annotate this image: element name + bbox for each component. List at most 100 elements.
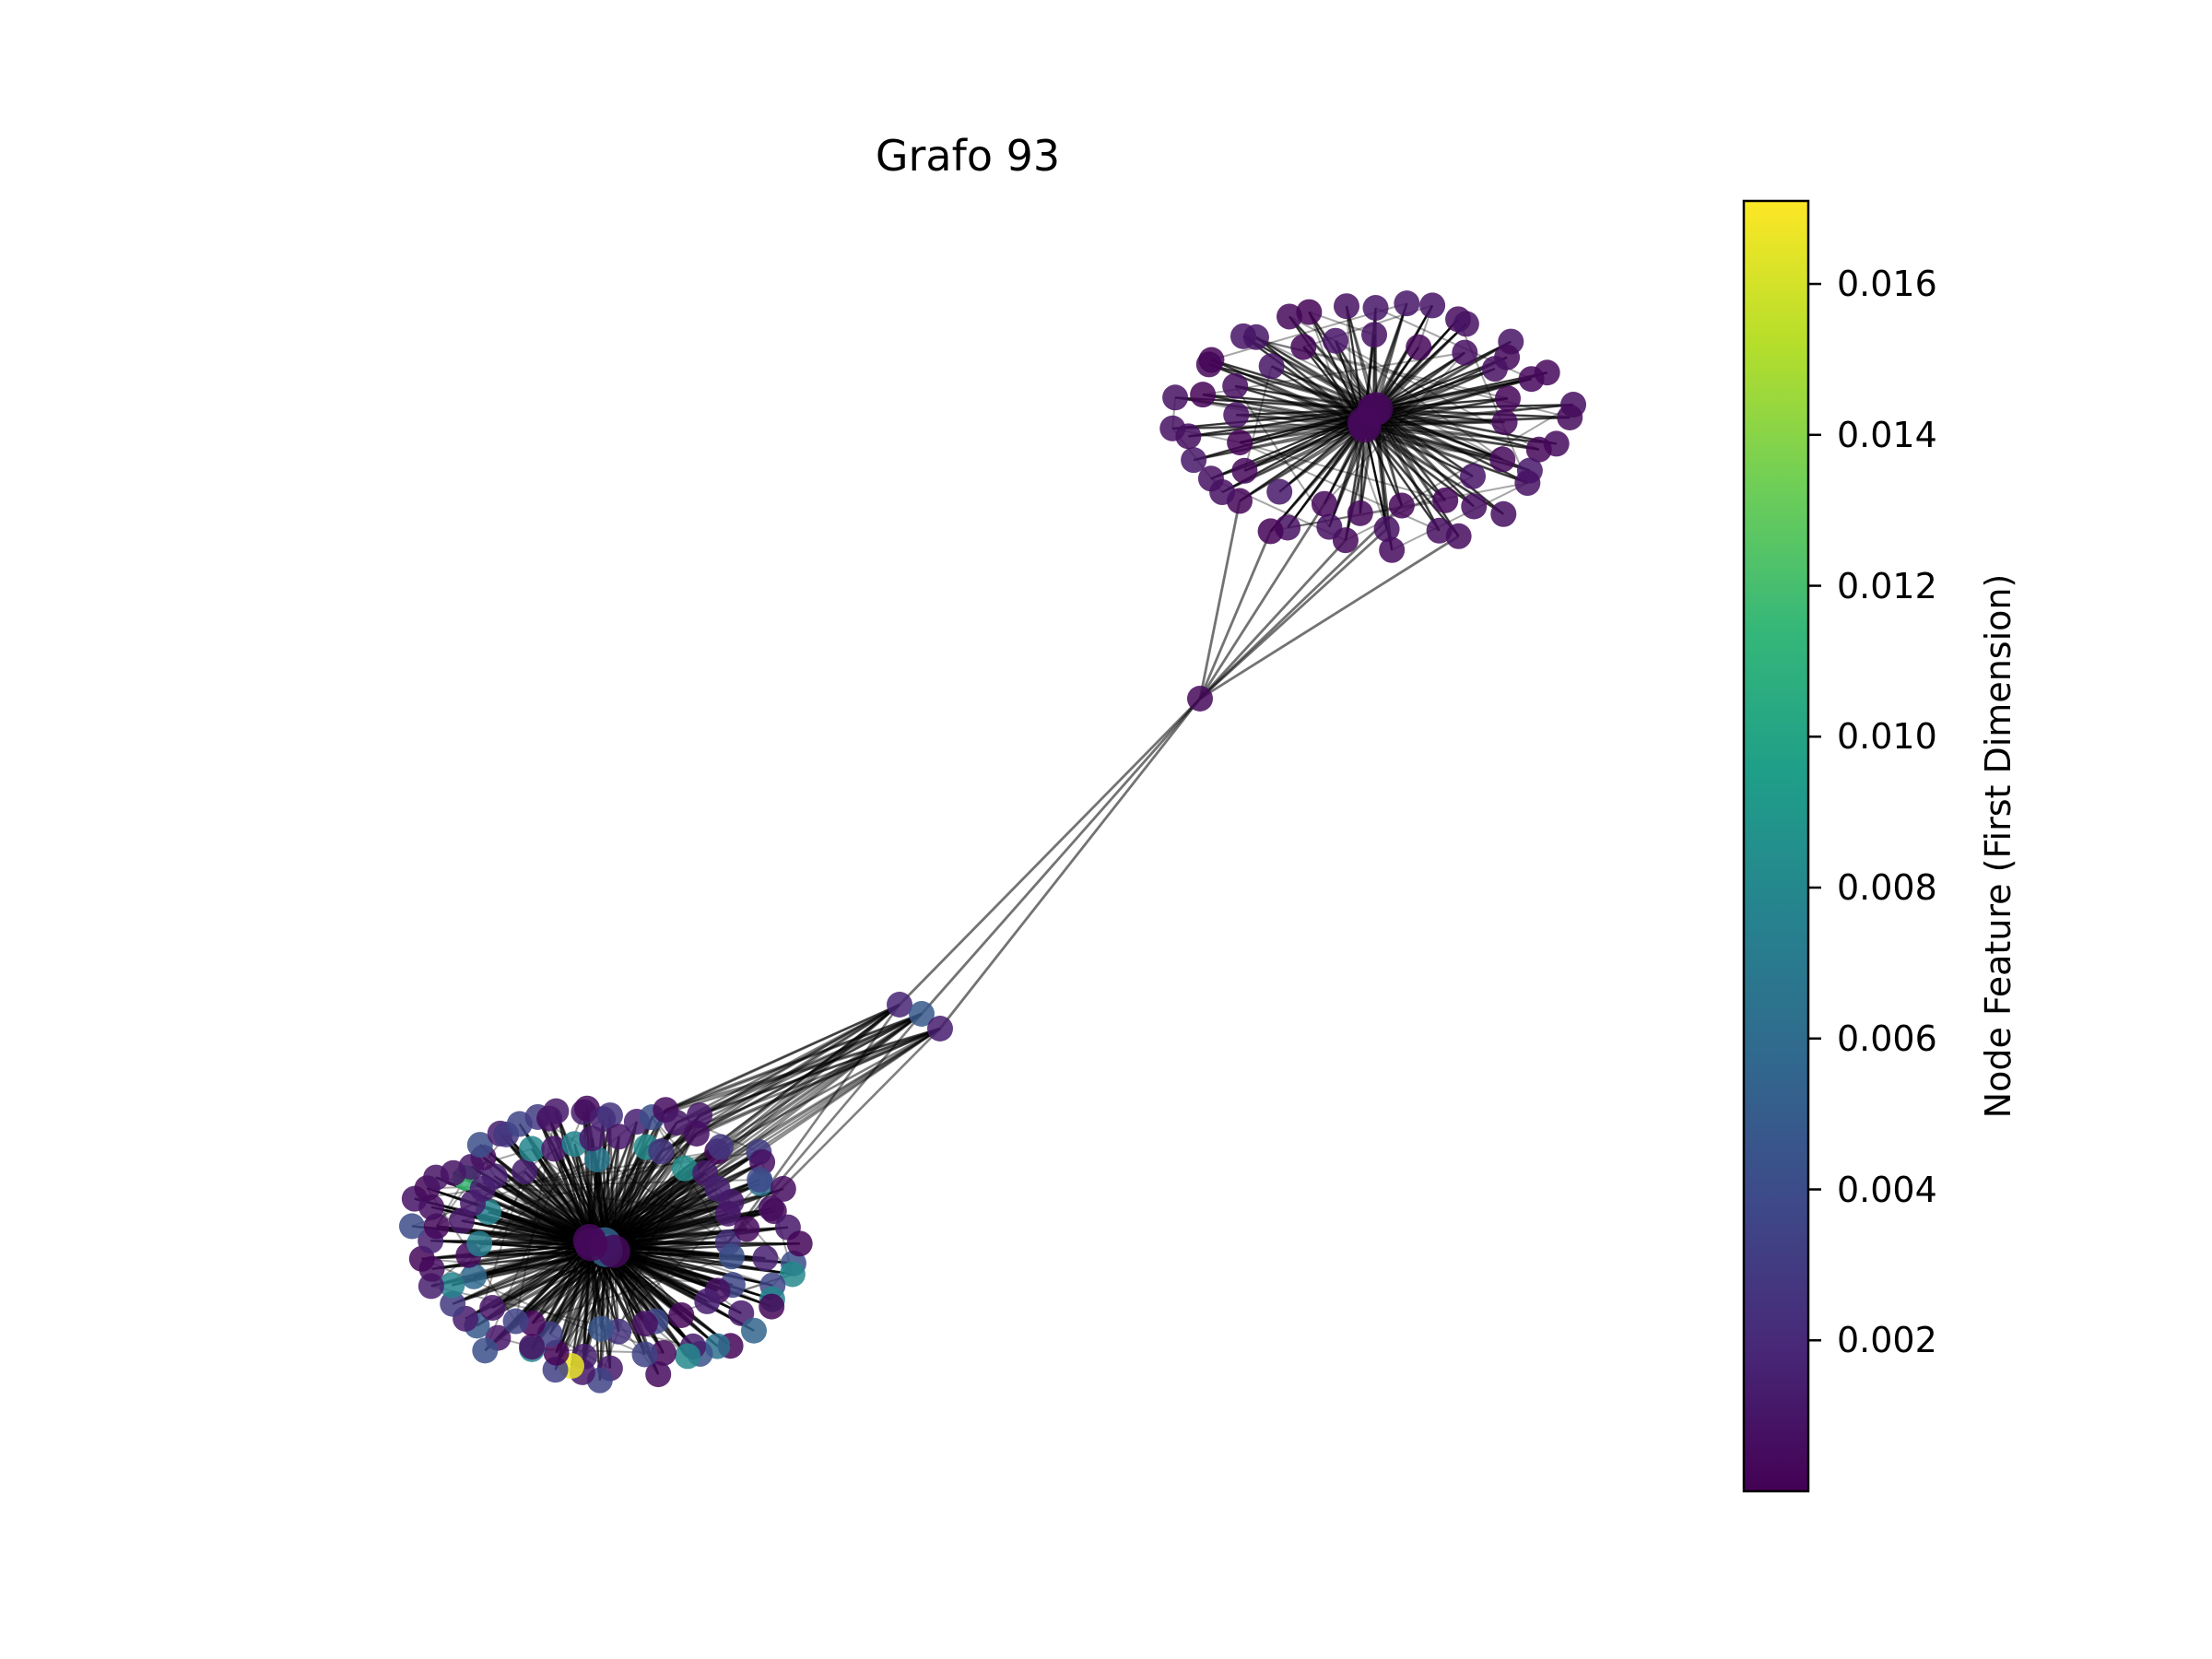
graph-node — [631, 1341, 658, 1368]
graph-edge — [1401, 404, 1574, 507]
graph-edge — [613, 1250, 732, 1347]
graph-edge — [699, 1003, 900, 1117]
graph-node — [1187, 686, 1213, 712]
graph-edge — [604, 1004, 900, 1245]
graph-edge — [726, 1004, 901, 1243]
graph-node — [1490, 500, 1517, 527]
graph-node — [1347, 406, 1381, 440]
graph-node — [1461, 493, 1488, 520]
graph-edge — [613, 1028, 941, 1253]
graph-node — [1181, 447, 1207, 474]
graph-node — [759, 1293, 785, 1320]
graph-edge — [1198, 502, 1326, 700]
graph-node — [1258, 353, 1285, 380]
graph-edge — [1199, 535, 1460, 700]
graph-edge — [920, 698, 1202, 1015]
graph-node — [770, 1175, 796, 1202]
graph-node — [671, 1155, 698, 1182]
graph-edge — [699, 1027, 941, 1117]
graph-edge — [1308, 312, 1365, 424]
graph-edges — [411, 302, 1574, 1381]
graph-node — [1489, 446, 1516, 473]
graph-node — [1514, 470, 1541, 497]
graph-node — [1333, 293, 1359, 320]
graph-edge — [590, 1027, 941, 1246]
colorbar-tick-label: 0.002 — [1837, 1320, 1937, 1361]
colorbar-tick-label: 0.014 — [1837, 414, 1937, 455]
colorbar-tick-label: 0.004 — [1837, 1169, 1937, 1210]
graph-edge — [1188, 421, 1364, 438]
graph-node — [740, 1317, 767, 1344]
graph-edge — [899, 698, 1201, 1006]
graph-node — [1460, 463, 1487, 489]
graph-node — [461, 1263, 488, 1289]
colorbar-tick-label: 0.010 — [1837, 716, 1937, 758]
graph-edge — [555, 1251, 615, 1354]
graph-edge — [1198, 500, 1241, 700]
graph-edge — [479, 1144, 593, 1246]
graph-edge — [1363, 416, 1571, 424]
graph-edge — [1375, 407, 1504, 515]
graph-node — [1362, 295, 1389, 322]
chart-title: Grafo 93 — [875, 131, 1061, 181]
colorbar-label: Node Feature (First Dimension) — [1978, 573, 2018, 1119]
graph-edge — [588, 1027, 941, 1242]
graph-edge — [1363, 421, 1557, 445]
graph-node — [574, 1228, 608, 1262]
graph-node — [631, 1311, 658, 1337]
graph-node — [1198, 347, 1225, 373]
graph-edge — [1255, 335, 1365, 424]
graph-edge — [1198, 539, 1347, 700]
graph-node — [481, 1163, 508, 1190]
graph-edge — [1375, 407, 1460, 537]
graph-node — [440, 1290, 466, 1317]
graph-node — [927, 1016, 953, 1041]
graph-node — [1197, 465, 1224, 492]
graph-node — [1277, 303, 1303, 330]
graph-node — [579, 1125, 606, 1152]
graph-edge — [1391, 482, 1528, 551]
graph-edge — [608, 1251, 616, 1369]
graph-node — [675, 1343, 701, 1370]
graph-edge — [555, 1250, 607, 1354]
graph-node — [1518, 366, 1545, 393]
graph-node — [1481, 356, 1508, 382]
graph-node — [541, 1135, 568, 1162]
graph-edge — [1376, 378, 1532, 410]
colorbar-tick-label: 0.012 — [1837, 565, 1937, 606]
graph-edge — [588, 1004, 900, 1241]
graph-node — [1419, 292, 1446, 319]
graph-node — [606, 1124, 632, 1150]
graph-node — [1495, 385, 1522, 412]
graph-node — [1227, 429, 1253, 456]
graph-node — [1162, 384, 1189, 411]
graph-node — [1525, 436, 1552, 463]
graph-node — [1290, 334, 1317, 360]
graph-node — [518, 1135, 545, 1162]
graph-node — [718, 1243, 745, 1270]
graph-node — [543, 1098, 570, 1124]
graph-edge — [590, 1114, 700, 1246]
graph-node — [466, 1132, 493, 1159]
graph-edge — [613, 1013, 923, 1253]
graph-edge — [1198, 530, 1272, 700]
graph-node — [1373, 515, 1400, 542]
graph-nodes — [398, 290, 1587, 1394]
graph-node — [1266, 478, 1293, 505]
graph-edge — [421, 1243, 592, 1260]
graph-edge — [590, 1013, 923, 1246]
graph-node — [1323, 327, 1349, 354]
graph-node — [472, 1337, 499, 1364]
graph-edge — [606, 1028, 941, 1252]
colorbar-tick-label: 0.008 — [1837, 867, 1937, 909]
graph-node — [1296, 299, 1323, 325]
colorbar-ticks — [1808, 282, 1821, 1342]
graph-edge — [1376, 340, 1512, 410]
graph-edge — [612, 1251, 646, 1355]
graph-node — [1491, 409, 1518, 436]
graph-node — [1243, 324, 1270, 350]
graph-node — [752, 1245, 779, 1272]
graph-edge — [699, 1012, 923, 1117]
